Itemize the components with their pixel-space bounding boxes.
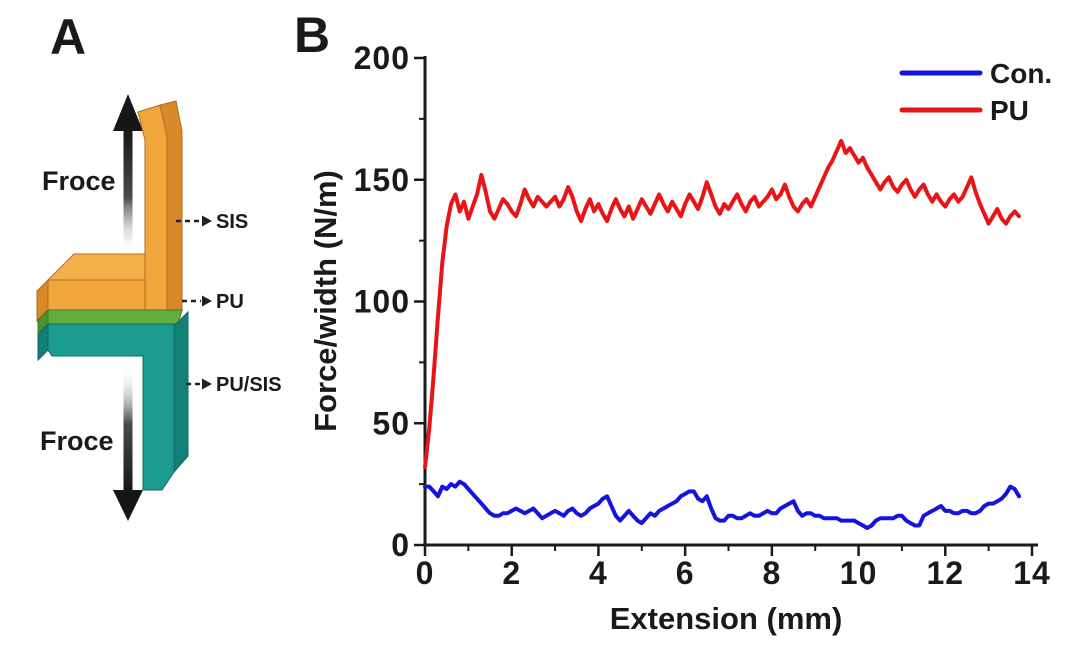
pusis-layer-shape <box>37 310 189 491</box>
sis-layer-shape <box>36 100 183 323</box>
x-tick-label: 12 <box>926 555 964 591</box>
y-tick-label: 100 <box>354 284 410 320</box>
y-tick-label: 150 <box>354 162 410 198</box>
panel-b: B 0 2 4 6 8 10 12 14 0 50 100 150 200 Con. PU Extens… <box>294 7 1052 636</box>
x-axis-tick-labels: 0 2 4 6 8 10 12 14 <box>416 555 1051 591</box>
x-axis-ticks <box>423 545 1034 556</box>
force-label-top: Froce <box>42 166 116 196</box>
y-tick-label: 50 <box>372 405 410 441</box>
panel-b-letter: B <box>294 7 330 63</box>
y-tick-label: 0 <box>391 527 410 563</box>
series-line-con <box>423 479 1021 530</box>
legend: Con. PU <box>899 58 1052 126</box>
x-tick-label: 0 <box>416 555 435 591</box>
label-pusis: PU/SIS <box>216 374 282 396</box>
up-force-arrow <box>113 94 143 256</box>
y-tick-label: 200 <box>354 40 410 76</box>
pusis-leader-arrow-icon <box>202 378 212 390</box>
x-tick-label: 14 <box>1013 555 1051 591</box>
x-tick-label: 6 <box>676 555 695 591</box>
legend-label: Con. <box>990 58 1052 89</box>
legend-label: PU <box>990 95 1029 126</box>
x-tick-label: 8 <box>762 555 781 591</box>
panel-a: A Froce Froce <box>36 9 282 521</box>
x-axis-title: Extension (mm) <box>610 601 843 636</box>
sis-leader-arrow-icon <box>202 215 212 227</box>
y-axis-tick-labels: 0 50 100 150 200 <box>354 40 410 563</box>
series-lines <box>423 138 1021 530</box>
pu-leader-arrow-icon <box>202 295 212 307</box>
y-axis-title: Force/width (N/m) <box>308 170 343 432</box>
series-line-pu <box>423 138 1021 470</box>
panel-a-letter: A <box>50 9 86 65</box>
x-tick-label: 10 <box>840 555 878 591</box>
layer-leaders <box>176 215 212 390</box>
plot-axes <box>423 56 1038 547</box>
x-tick-label: 4 <box>589 555 608 591</box>
label-sis: SIS <box>216 211 248 233</box>
label-pu: PU <box>216 291 244 313</box>
force-label-bottom: Froce <box>40 426 114 456</box>
x-tick-label: 2 <box>502 555 521 591</box>
down-force-arrow <box>113 366 143 521</box>
y-axis-ticks <box>414 56 425 547</box>
